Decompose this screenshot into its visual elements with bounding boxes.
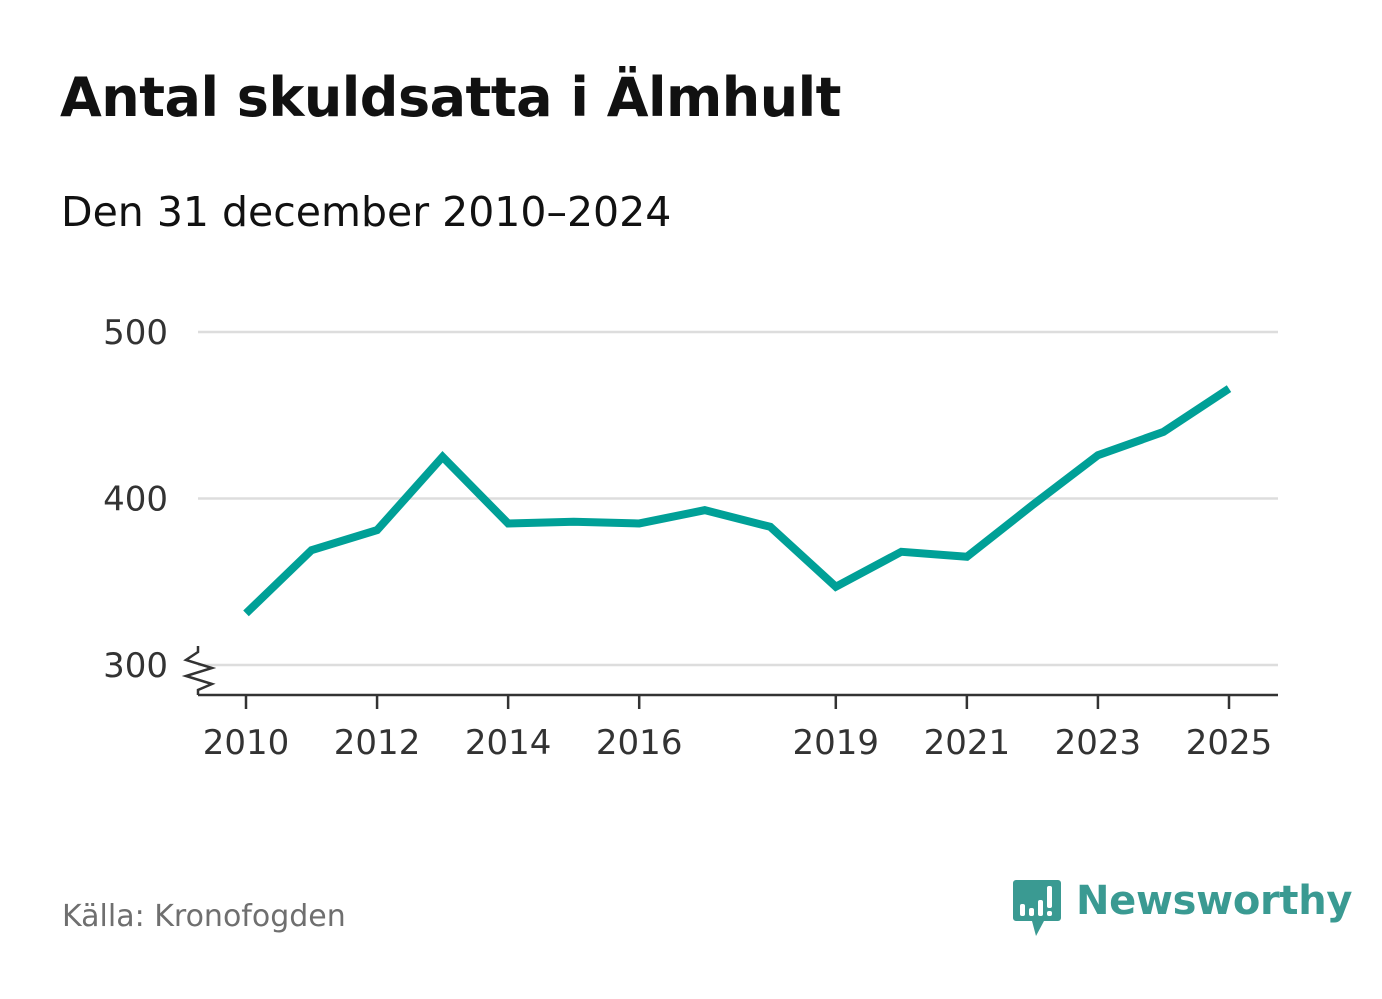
series: [243, 385, 1232, 617]
y-tick-label: 500: [103, 313, 168, 353]
x-tick-label: 2023: [1055, 723, 1142, 763]
chart-title: Antal skuldsatta i Älmhult: [60, 66, 842, 129]
bar-chart-speech-bubble-icon: [1013, 880, 1061, 936]
y-tick-labels: 300 400 500: [103, 313, 168, 686]
axis-break-icon: [181, 646, 217, 695]
series-line: [243, 385, 1232, 617]
x-tick-label: 2016: [596, 723, 683, 763]
x-tick-label: 2025: [1186, 723, 1273, 763]
brand-name: Newsworthy: [1076, 878, 1353, 924]
x-tick-labels: 2010 2012 2014 2016 2019 2021 2023 2025: [203, 723, 1273, 763]
x-tick-label: 2014: [465, 723, 552, 763]
y-tick-label: 400: [103, 480, 168, 520]
axes: [181, 646, 1278, 709]
gridlines: [198, 330, 1278, 667]
chart-subtitle: Den 31 december 2010–2024: [61, 188, 672, 236]
x-tick-label: 2021: [924, 723, 1011, 763]
source-note: Källa: Kronofogden: [62, 899, 346, 934]
x-tick-label: 2019: [793, 723, 880, 763]
x-tick-label: 2012: [334, 723, 421, 763]
y-tick-label: 300: [103, 646, 168, 686]
newsworthy-logo: Newsworthy: [1012, 878, 1353, 940]
x-tick-label: 2010: [203, 723, 290, 763]
